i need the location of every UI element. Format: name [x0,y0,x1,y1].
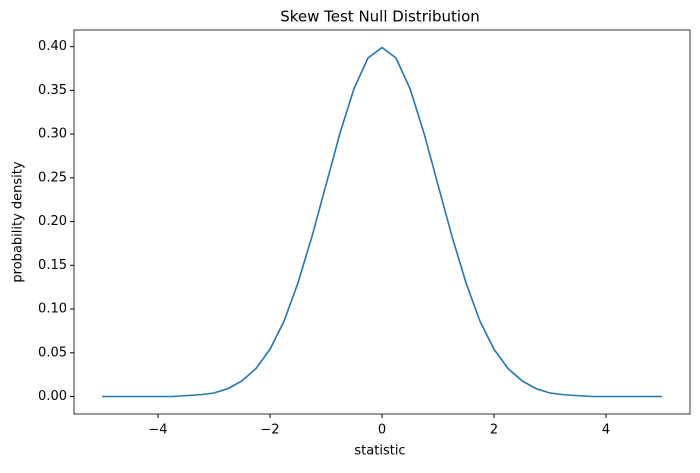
y-tick-label: 0.00 [38,389,67,404]
y-tick-label: 0.25 [38,170,67,185]
y-tick-label: 0.30 [38,127,67,142]
y-tick-label: 0.20 [38,214,67,229]
y-tick-label: 0.40 [38,39,67,54]
x-tick-label: 2 [490,423,498,438]
y-tick-label: 0.35 [38,83,67,98]
y-tick-label: 0.10 [38,302,67,317]
y-tick-label: 0.15 [38,258,67,273]
x-tick-label: 4 [602,423,610,438]
chart-title: Skew Test Null Distribution [280,8,480,26]
line-series [102,46,662,398]
x-axis-label: statistic [354,444,405,459]
y-axis-label: probability density [11,161,26,282]
x-tick-label: −2 [260,423,279,438]
x-tick-label: −4 [148,423,167,438]
x-tick-label: 0 [378,423,386,438]
y-tick-label: 0.05 [38,345,67,360]
plot-frame [73,29,691,415]
